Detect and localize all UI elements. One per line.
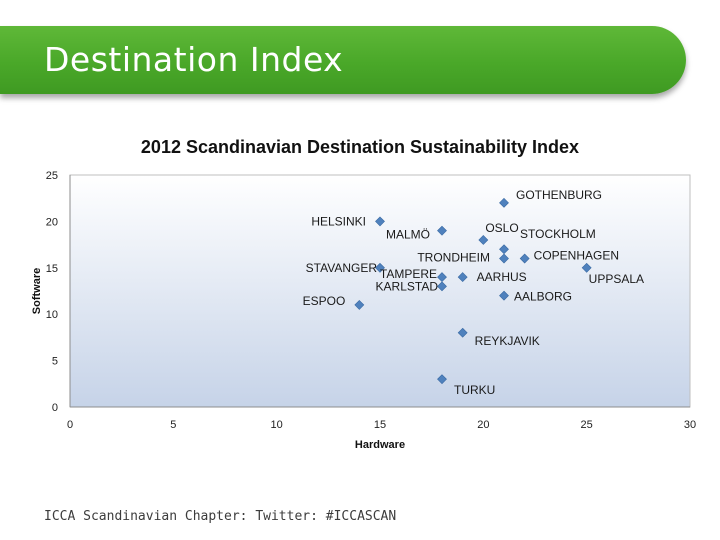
point-label: COPENHAGEN — [534, 249, 619, 263]
footer-note: ICCA Scandinavian Chapter: Twitter: #ICC… — [44, 509, 397, 524]
data-point — [499, 197, 509, 208]
data-point — [499, 290, 509, 301]
x-tick-label: 15 — [374, 419, 386, 431]
point-label: STAVANGER — [306, 261, 378, 275]
y-tick-label: 10 — [46, 309, 58, 321]
x-tick-labels: 0 5 10 15 20 25 30 — [67, 419, 696, 431]
point-label: TURKU — [454, 383, 495, 397]
point-label: AALBORG — [514, 290, 572, 304]
y-tick-label: 0 — [52, 402, 58, 414]
point-label: TRONDHEIM — [417, 251, 490, 265]
y-tick-label: 25 — [46, 170, 58, 182]
data-point — [478, 235, 489, 245]
point-label: MALMÖ — [386, 228, 430, 242]
y-tick-labels: 0 5 10 15 20 25 — [46, 170, 58, 414]
chart-title: 2012 Scandinavian Destination Sustainabi… — [141, 137, 579, 157]
data-point — [499, 253, 509, 264]
data-point — [375, 262, 385, 273]
data-point — [519, 253, 530, 264]
data-point — [437, 281, 447, 292]
data-point — [375, 216, 385, 227]
data-point — [437, 374, 447, 385]
point-labels: GOTHENBURG HELSINKI MALMÖ OSLO STOCKHOLM TRON… — [303, 188, 644, 397]
title-banner — [0, 26, 686, 94]
point-label: TAMPERE — [380, 267, 437, 281]
y-axis-label: Software — [31, 268, 43, 314]
data-point — [457, 327, 468, 338]
y-tick-label: 5 — [52, 356, 58, 368]
plot-area — [69, 174, 691, 408]
point-label: REYKJAVIK — [475, 334, 540, 348]
point-label: HELSINKI — [311, 214, 366, 228]
point-label: GOTHENBURG — [516, 188, 602, 202]
scatter-chart: 2012 Scandinavian Destination Sustainabi… — [31, 137, 696, 451]
point-label: AARHUS — [477, 270, 527, 284]
point-label: UPPSALA — [589, 272, 644, 286]
data-point — [457, 272, 468, 283]
y-tick-label: 15 — [46, 263, 58, 275]
slide-title: Destination Index — [44, 40, 344, 79]
point-label: STOCKHOLM — [520, 227, 596, 241]
x-tick-label: 25 — [581, 419, 593, 431]
x-tick-label: 30 — [684, 419, 696, 431]
data-point — [354, 299, 365, 310]
y-tick-label: 20 — [46, 216, 58, 228]
point-label: ESPOO — [303, 294, 346, 308]
x-tick-label: 5 — [170, 419, 176, 431]
point-label: KARLSTAD — [376, 279, 439, 293]
data-point — [437, 225, 447, 236]
x-axis-label: Hardware — [355, 439, 405, 451]
point-label: OSLO — [485, 221, 518, 235]
data-points — [354, 197, 592, 385]
x-tick-label: 20 — [477, 419, 489, 431]
x-tick-label: 0 — [67, 419, 73, 431]
data-point — [581, 262, 592, 273]
x-tick-label: 10 — [271, 419, 283, 431]
